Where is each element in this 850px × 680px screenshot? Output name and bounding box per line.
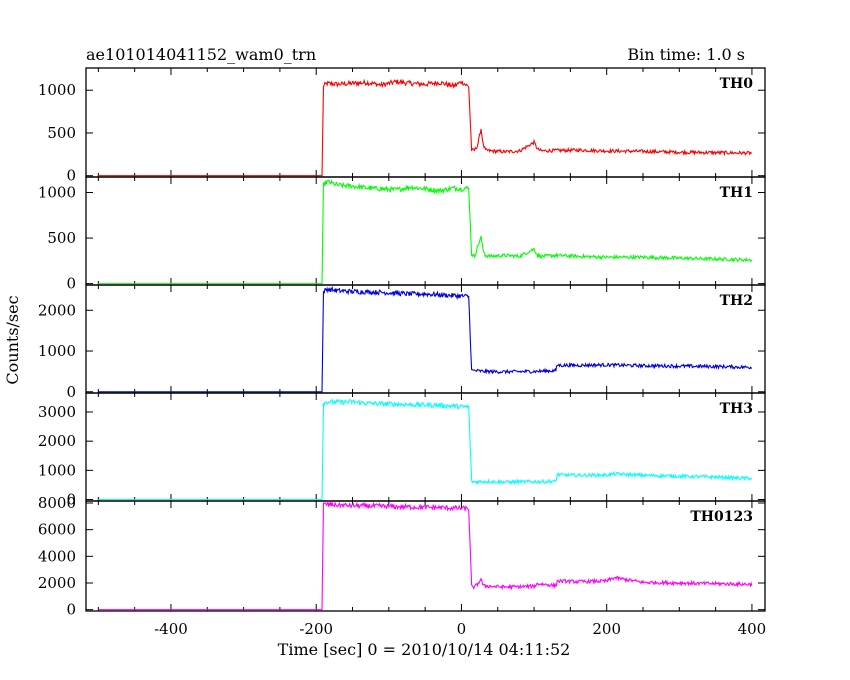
y-tick-label-TH3-2000: 2000	[38, 432, 76, 450]
y-tick-label-TH0123-6000: 6000	[38, 521, 76, 539]
panel-label-TH2: TH2	[720, 293, 753, 309]
panel-frame-TH2	[85, 284, 766, 394]
x-tick-label--400: -400	[154, 620, 188, 638]
panel-label-TH3: TH3	[720, 401, 753, 417]
panel-label-TH1: TH1	[720, 185, 753, 201]
panel-label-TH0123: TH0123	[690, 509, 753, 525]
y-tick-label-TH3-0: 0	[66, 491, 76, 509]
panel-frame-TH0123	[85, 500, 766, 612]
y-tick-label-TH2-1000: 1000	[38, 342, 76, 360]
y-axis-title: Counts/sec	[3, 295, 22, 384]
panel-label-TH0: TH0	[720, 76, 754, 92]
y-tick-label-TH3-1000: 1000	[38, 461, 76, 479]
y-tick-label-TH0-500: 500	[47, 124, 76, 142]
plot-title: ae101014041152_wam0_trn	[86, 45, 316, 64]
y-tick-label-TH2-0: 0	[66, 383, 76, 401]
y-tick-label-TH0123-4000: 4000	[38, 547, 76, 565]
panel-frame-TH1	[85, 176, 766, 286]
x-tick-label-400: 400	[738, 620, 767, 638]
y-tick-label-TH1-0: 0	[66, 275, 76, 293]
y-tick-label-TH3-3000: 3000	[38, 403, 76, 421]
series-line-TH1	[98, 179, 753, 285]
y-tick-label-TH2-2000: 2000	[38, 301, 76, 319]
y-tick-label-TH1-500: 500	[47, 229, 76, 247]
x-tick-label-0: 0	[457, 620, 467, 638]
y-tick-label-TH0-1000: 1000	[38, 81, 76, 99]
panel-frame-TH0	[85, 67, 766, 178]
x-tick-label--200: -200	[299, 620, 333, 638]
y-tick-label-TH0123-2000: 2000	[38, 574, 76, 592]
series-line-TH0123	[98, 500, 753, 611]
series-line-TH2	[98, 285, 753, 393]
x-tick-label-200: 200	[592, 620, 621, 638]
y-tick-label-TH0123-0: 0	[66, 601, 76, 619]
y-tick-label-TH0123-8000: 8000	[38, 494, 76, 512]
y-tick-label-TH1-1000: 1000	[38, 183, 76, 201]
panel-frame-TH3	[85, 392, 766, 502]
y-tick-label-TH0-0: 0	[66, 167, 76, 185]
series-line-TH3	[98, 398, 753, 501]
bin-time-label: Bin time: 1.0 s	[627, 45, 745, 64]
series-line-TH0	[98, 78, 752, 177]
x-axis-title: Time [sec] 0 = 2010/10/14 04:11:52	[278, 640, 571, 659]
